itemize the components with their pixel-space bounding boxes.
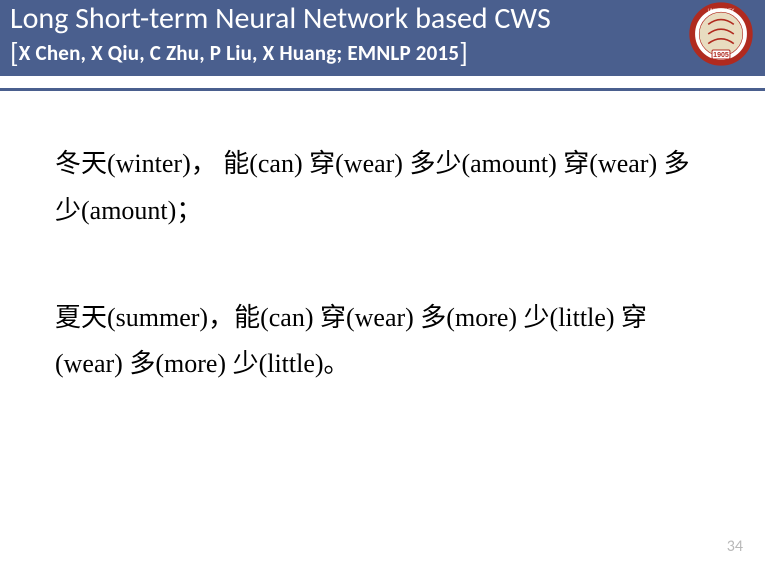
svg-text:UNIVERSITY: UNIVERSITY bbox=[708, 8, 735, 13]
page-number: 34 bbox=[727, 537, 743, 556]
paragraph-summer: 夏天(summer)，能(can) 穿(wear) 多(more) 少(litt… bbox=[55, 295, 710, 389]
logo-year: 1905 bbox=[713, 52, 729, 59]
slide-body: 冬天(winter)， 能(can) 穿(wear) 多少(amount) 穿(… bbox=[0, 91, 765, 388]
university-logo-icon: 1905 UNIVERSITY bbox=[689, 2, 753, 66]
paragraph-winter: 冬天(winter)， 能(can) 穿(wear) 多少(amount) 穿(… bbox=[55, 141, 710, 235]
slide-title: Long Short-term Neural Network based CWS bbox=[10, 2, 755, 35]
slide-header: Long Short-term Neural Network based CWS… bbox=[0, 0, 765, 76]
authors-text: X Chen, X Qiu, C Zhu, P Liu, X Huang; EM… bbox=[19, 40, 459, 66]
slide-authors: [X Chen, X Qiu, C Zhu, P Liu, X Huang; E… bbox=[10, 35, 755, 70]
